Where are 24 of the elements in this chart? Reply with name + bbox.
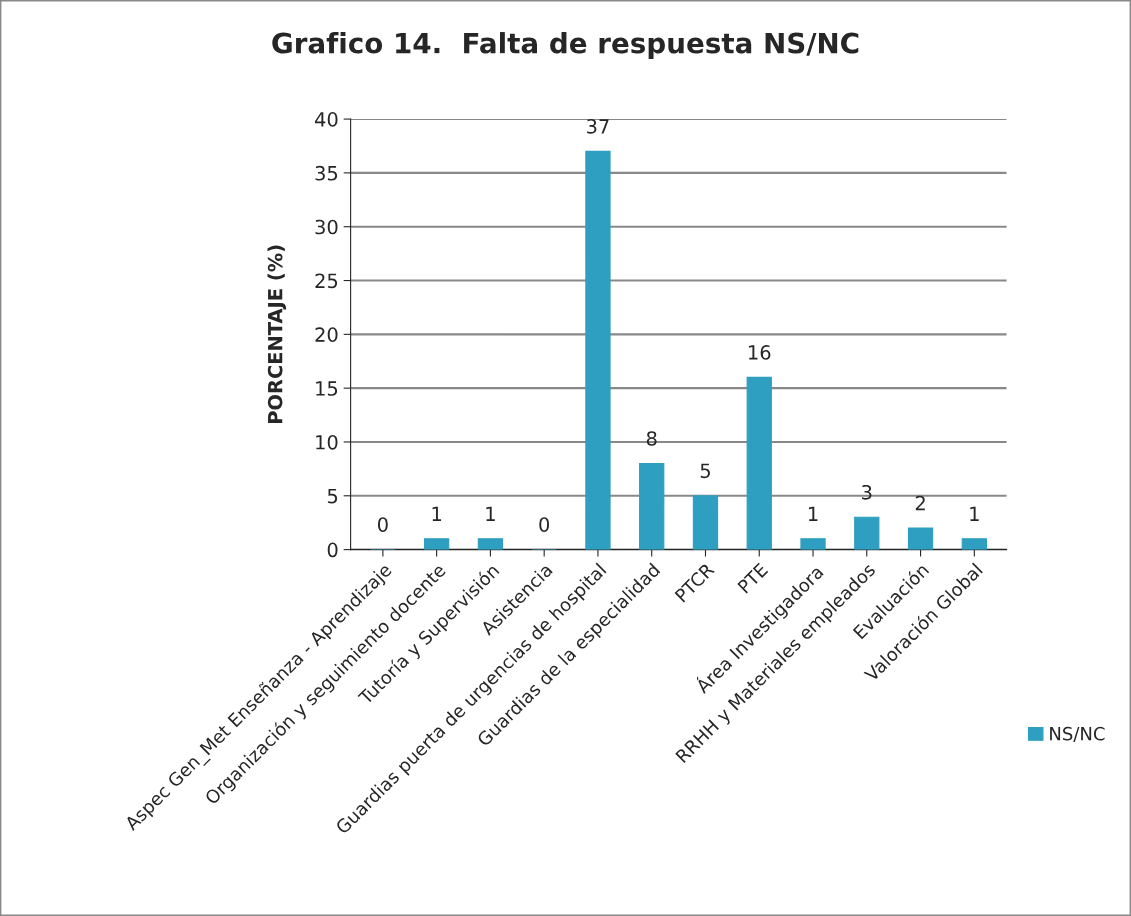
data-label: 3 <box>862 484 872 500</box>
y-tick-label: 40 <box>315 112 338 127</box>
chart-title: Grafico 14. Falta de respuesta NS/NC <box>272 32 859 59</box>
y-tick-label: 15 <box>316 381 338 396</box>
data-label: 5 <box>700 463 710 479</box>
y-axis-title: PORCENTAJE (%) <box>267 245 287 424</box>
y-tick-label: 5 <box>327 489 338 504</box>
data-label: 16 <box>749 345 771 360</box>
data-label: 8 <box>646 431 657 446</box>
y-tick-label: 10 <box>316 434 338 450</box>
legend-label: NS/NC <box>1050 726 1105 742</box>
data-label: 37 <box>587 119 609 134</box>
y-tick-label: 0 <box>327 542 338 558</box>
data-label: 1 <box>432 506 442 521</box>
data-label: 0 <box>377 517 388 532</box>
data-label: 2 <box>915 495 925 511</box>
y-tick-label: 35 <box>315 165 338 181</box>
data-label: 1 <box>808 506 818 521</box>
y-tick-label: 25 <box>315 273 338 289</box>
data-label: 0 <box>539 517 550 532</box>
y-tick-label: 20 <box>315 327 338 342</box>
data-label: 1 <box>486 506 495 521</box>
data-label: 1 <box>970 506 979 521</box>
y-tick-label: 30 <box>315 219 338 235</box>
